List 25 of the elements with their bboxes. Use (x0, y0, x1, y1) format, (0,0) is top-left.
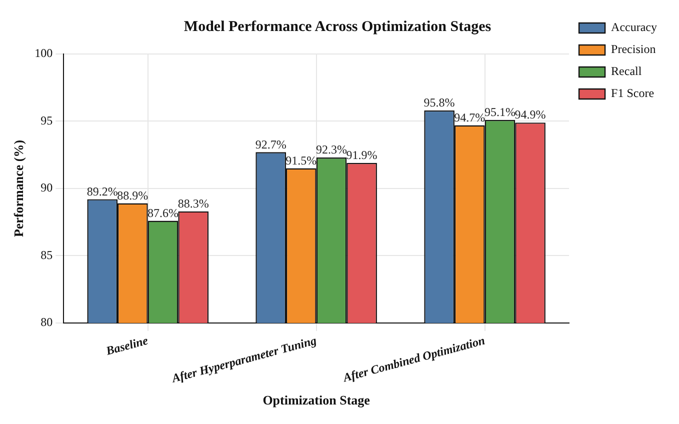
data-label: 94.7% (454, 110, 486, 124)
data-label: 92.3% (316, 142, 347, 157)
y-tick-label: 100 (34, 46, 53, 60)
data-label: 87.6% (148, 206, 178, 220)
data-label: 91.9% (346, 148, 378, 162)
y-axis-title: Performance (%) (11, 140, 26, 238)
chart-title: Model Performance Across Optimization Stages (184, 18, 492, 35)
y-tick-label: 85 (40, 248, 53, 262)
y-tick-label: 90 (40, 180, 53, 195)
y-tick-label: 80 (40, 315, 53, 330)
data-label: 89.2% (86, 184, 118, 198)
x-tick-label: Baseline (104, 333, 150, 358)
legend-label: Recall (611, 64, 642, 78)
legend-label: F1 Score (611, 86, 654, 100)
data-label: 88.9% (117, 188, 148, 202)
data-label: 95.8% (424, 96, 455, 110)
legend-label: Accuracy (611, 20, 657, 34)
data-label: 92.7% (255, 137, 286, 152)
data-label: 88.3% (178, 196, 209, 210)
data-label: 91.5% (286, 153, 317, 168)
x-axis-title: Optimization Stage (262, 392, 370, 408)
legend-label: Precision (611, 42, 656, 56)
data-label: 95.1% (484, 105, 516, 120)
data-label: 94.9% (514, 108, 546, 122)
y-tick-label: 95 (40, 113, 53, 128)
